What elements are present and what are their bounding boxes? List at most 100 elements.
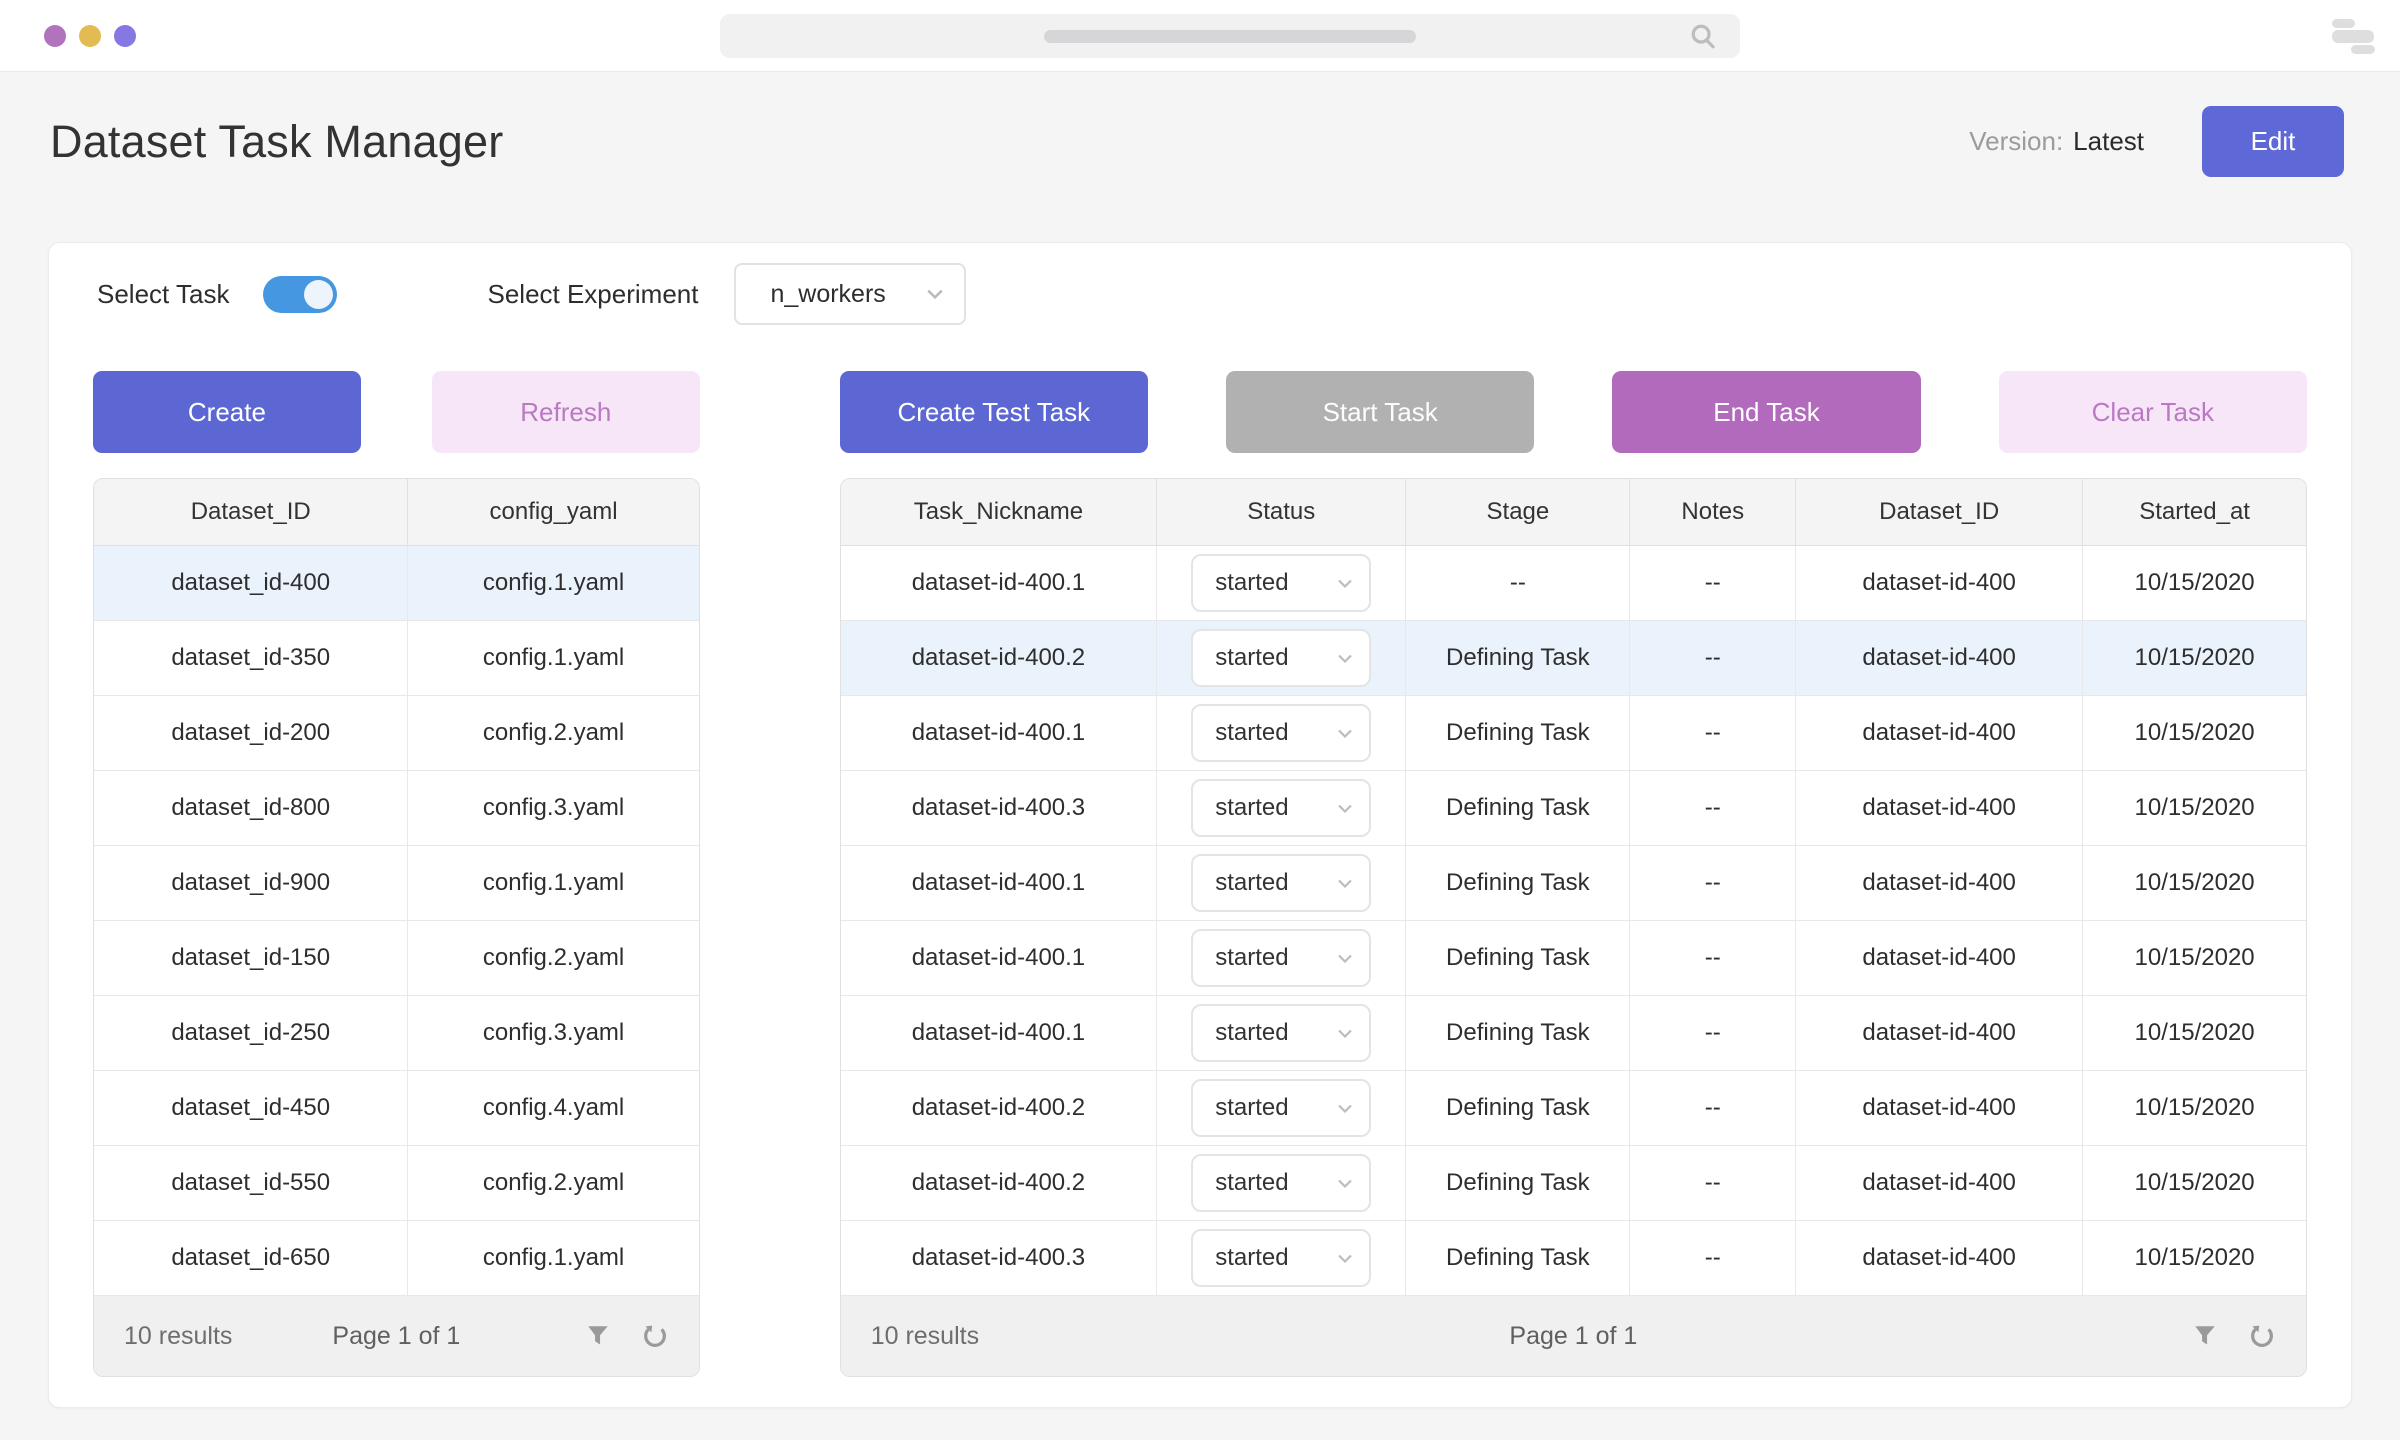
config-yaml-cell: config.2.yaml <box>408 1146 698 1220</box>
task-row[interactable]: dataset-id-400.1 started Defining Task -… <box>841 996 2306 1071</box>
window-button-close[interactable] <box>44 25 66 47</box>
start-task-button[interactable]: Start Task <box>1226 371 1534 453</box>
status-select[interactable]: started <box>1191 1229 1371 1287</box>
status-select[interactable]: started <box>1191 1079 1371 1137</box>
dataset-row[interactable]: dataset_id-200 config.2.yaml <box>94 696 699 771</box>
task-nickname-cell: dataset-id-400.1 <box>841 546 1158 620</box>
column-header-stage: Stage <box>1406 479 1630 545</box>
status-select[interactable]: started <box>1191 779 1371 837</box>
dataset-id-cell: dataset_id-250 <box>94 996 408 1070</box>
task-row[interactable]: dataset-id-400.1 started Defining Task -… <box>841 846 2306 921</box>
status-select[interactable]: started <box>1191 854 1371 912</box>
browser-menu-icon[interactable] <box>2328 16 2376 58</box>
task-nickname-cell: dataset-id-400.2 <box>841 1071 1158 1145</box>
task-row[interactable]: dataset-id-400.2 started Defining Task -… <box>841 1071 2306 1146</box>
dataset-id-cell: dataset_id-900 <box>94 846 408 920</box>
status-select[interactable]: started <box>1191 1004 1371 1062</box>
status-value: started <box>1215 1019 1288 1047</box>
search-icon <box>1688 21 1718 51</box>
task-row[interactable]: dataset-id-400.1 started Defining Task -… <box>841 921 2306 996</box>
filter-icon[interactable] <box>2192 1323 2218 1349</box>
controls-row: Select Task Select Experiment n_workers <box>97 263 2307 325</box>
config-yaml-cell: config.1.yaml <box>408 546 698 620</box>
dataset-row[interactable]: dataset_id-400 config.1.yaml <box>94 546 699 621</box>
header-right: Version: Latest Edit <box>1969 106 2344 177</box>
dataset-id-cell: dataset-id-400 <box>1796 771 2083 845</box>
status-value: started <box>1215 1094 1288 1122</box>
status-select[interactable]: started <box>1191 704 1371 762</box>
status-value: started <box>1215 719 1288 747</box>
window-button-zoom[interactable] <box>114 25 136 47</box>
status-select[interactable]: started <box>1191 629 1371 687</box>
select-task-label: Select Task <box>97 279 229 310</box>
page-title: Dataset Task Manager <box>50 116 503 168</box>
dataset-id-cell: dataset_id-150 <box>94 921 408 995</box>
config-yaml-cell: config.3.yaml <box>408 771 698 845</box>
chevron-down-icon <box>926 288 944 300</box>
config-yaml-cell: config.1.yaml <box>408 621 698 695</box>
experiment-select[interactable]: n_workers <box>734 263 966 325</box>
status-value: started <box>1215 944 1288 972</box>
task-row[interactable]: dataset-id-400.1 started Defining Task -… <box>841 696 2306 771</box>
refresh-button[interactable]: Refresh <box>432 371 700 453</box>
dataset-id-cell: dataset_id-400 <box>94 546 408 620</box>
dataset-id-cell: dataset_id-450 <box>94 1071 408 1145</box>
chevron-down-icon <box>1337 653 1353 664</box>
notes-cell: -- <box>1630 846 1796 920</box>
started-at-cell: 10/15/2020 <box>2083 921 2306 995</box>
status-select[interactable]: started <box>1191 929 1371 987</box>
task-nickname-cell: dataset-id-400.1 <box>841 846 1158 920</box>
edit-button[interactable]: Edit <box>2202 106 2344 177</box>
refresh-icon[interactable] <box>2248 1322 2276 1350</box>
main-panel: Select Task Select Experiment n_workers … <box>48 242 2352 1408</box>
status-value: started <box>1215 1169 1288 1197</box>
dataset-row[interactable]: dataset_id-150 config.2.yaml <box>94 921 699 996</box>
menu-bar-1 <box>2332 19 2355 28</box>
filter-icon[interactable] <box>585 1323 611 1349</box>
started-at-cell: 10/15/2020 <box>2083 846 2306 920</box>
datasets-table: Dataset_ID config_yaml dataset_id-400 co… <box>93 478 700 1377</box>
version-label: Version: <box>1969 126 2063 157</box>
version-value: Latest <box>2073 126 2144 157</box>
task-row[interactable]: dataset-id-400.2 started Defining Task -… <box>841 1146 2306 1221</box>
dataset-row[interactable]: dataset_id-350 config.1.yaml <box>94 621 699 696</box>
create-button[interactable]: Create <box>93 371 361 453</box>
chevron-down-icon <box>1337 578 1353 589</box>
dataset-id-cell: dataset-id-400 <box>1796 996 2083 1070</box>
task-row[interactable]: dataset-id-400.1 started -- -- dataset- <box>841 546 2306 621</box>
address-search-bar[interactable] <box>720 14 1740 58</box>
refresh-icon[interactable] <box>641 1322 669 1350</box>
create-test-task-button[interactable]: Create Test Task <box>840 371 1148 453</box>
stage-cell: Defining Task <box>1406 996 1630 1070</box>
config-yaml-cell: config.1.yaml <box>408 846 698 920</box>
experiment-value: n_workers <box>770 280 885 309</box>
dataset-row[interactable]: dataset_id-550 config.2.yaml <box>94 1146 699 1221</box>
select-task-toggle[interactable] <box>263 276 337 313</box>
dataset-id-cell: dataset-id-400 <box>1796 1071 2083 1145</box>
page-indicator: Page 1 of 1 <box>1509 1322 1637 1351</box>
notes-cell: -- <box>1630 696 1796 770</box>
task-row[interactable]: dataset-id-400.3 started Defining Task -… <box>841 1221 2306 1296</box>
dataset-row[interactable]: dataset_id-800 config.3.yaml <box>94 771 699 846</box>
window-button-minimize[interactable] <box>79 25 101 47</box>
started-at-cell: 10/15/2020 <box>2083 1071 2306 1145</box>
task-nickname-cell: dataset-id-400.1 <box>841 996 1158 1070</box>
dataset-row[interactable]: dataset_id-250 config.3.yaml <box>94 996 699 1071</box>
clear-task-button[interactable]: Clear Task <box>1999 371 2307 453</box>
results-count: 10 results <box>871 1322 979 1351</box>
chevron-down-icon <box>1337 1178 1353 1189</box>
end-task-button[interactable]: End Task <box>1612 371 1920 453</box>
stage-cell: Defining Task <box>1406 1221 1630 1295</box>
status-select[interactable]: started <box>1191 554 1371 612</box>
select-experiment-label: Select Experiment <box>487 279 698 310</box>
dataset-row[interactable]: dataset_id-650 config.1.yaml <box>94 1221 699 1296</box>
dataset-row[interactable]: dataset_id-900 config.1.yaml <box>94 846 699 921</box>
dataset-row[interactable]: dataset_id-450 config.4.yaml <box>94 1071 699 1146</box>
status-select[interactable]: started <box>1191 1154 1371 1212</box>
task-row[interactable]: dataset-id-400.3 started Defining Task -… <box>841 771 2306 846</box>
status-cell: started <box>1157 996 1406 1070</box>
started-at-cell: 10/15/2020 <box>2083 771 2306 845</box>
task-row[interactable]: dataset-id-400.2 started Defining Task -… <box>841 621 2306 696</box>
status-cell: started <box>1157 621 1406 695</box>
started-at-cell: 10/15/2020 <box>2083 546 2306 620</box>
